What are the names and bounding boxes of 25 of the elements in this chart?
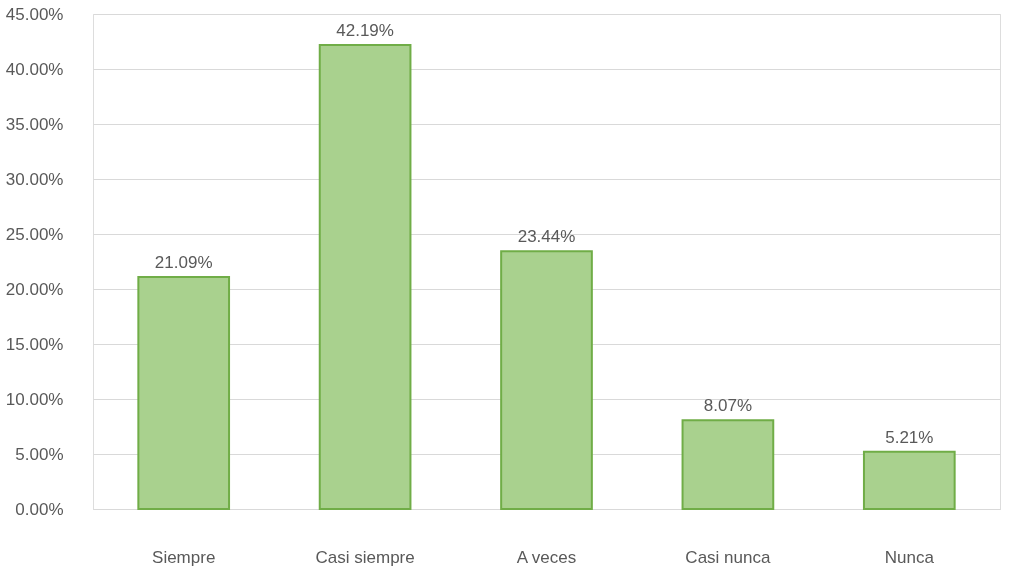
- y-tick-label: 20.00%: [5, 279, 64, 299]
- y-tick-label: 10.00%: [5, 389, 64, 409]
- x-tick-label: Casi siempre: [315, 547, 415, 567]
- text: 21.09%: [154, 253, 213, 273]
- y-tick-label: 0.00%: [15, 499, 64, 519]
- x-tick-label: Casi nunca: [685, 547, 771, 567]
- bar: [137, 276, 231, 510]
- bar: [862, 450, 956, 510]
- x-tick-label: A veces: [516, 547, 577, 567]
- x-tick-label: Siempre: [152, 547, 216, 567]
- y-tick-label: 15.00%: [5, 334, 64, 354]
- y-tick-label: 45.00%: [5, 4, 64, 24]
- bar: [500, 250, 593, 510]
- x-tick-label: Nunca: [884, 547, 935, 567]
- y-tick-label: 30.00%: [5, 169, 64, 189]
- text: 5.21%: [885, 427, 934, 447]
- y-tick-label: 40.00%: [5, 59, 64, 79]
- bar: [681, 419, 775, 510]
- text: 23.44%: [517, 227, 576, 247]
- bar: [318, 43, 412, 510]
- text: 8.07%: [703, 396, 752, 416]
- text: 42.19%: [336, 20, 394, 40]
- y-tick-label: 5.00%: [15, 444, 64, 464]
- y-tick-label: 25.00%: [5, 224, 64, 244]
- y-tick-label: 35.00%: [5, 114, 64, 134]
